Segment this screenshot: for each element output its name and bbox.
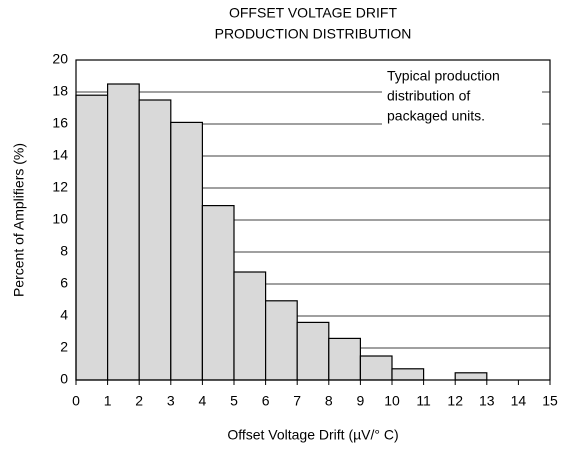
bar <box>454 372 488 381</box>
x-tick-label: 1 <box>104 393 112 409</box>
x-tick-label: 4 <box>199 393 207 409</box>
x-tick-label: 11 <box>416 393 431 409</box>
bar <box>328 337 361 381</box>
x-tick-label: 2 <box>135 393 143 409</box>
bar <box>201 205 235 381</box>
bar <box>138 99 172 381</box>
y-tick-label: 18 <box>52 83 68 99</box>
y-tick-label: 16 <box>52 115 68 131</box>
annotation: packaged units. <box>387 108 485 124</box>
bar <box>265 300 298 381</box>
x-tick-label: 13 <box>479 393 495 409</box>
y-tick-label: 4 <box>60 307 68 323</box>
bar <box>170 121 204 381</box>
bar <box>391 368 425 381</box>
x-tick-label: 9 <box>357 393 365 409</box>
x-tick-label: 6 <box>262 393 270 409</box>
x-tick-label: 7 <box>293 393 301 409</box>
x-tick-label: 15 <box>542 393 558 409</box>
x-tick-label: 8 <box>325 393 333 409</box>
chart-title: OFFSET VOLTAGE DRIFT <box>229 5 397 21</box>
bar <box>75 94 109 381</box>
x-tick-label: 3 <box>167 393 175 409</box>
chart-title: PRODUCTION DISTRIBUTION <box>215 26 412 42</box>
y-axis-label: Percent of Amplifiers (%) <box>11 143 27 297</box>
y-tick-label: 10 <box>52 211 68 227</box>
annotation-background <box>382 64 542 128</box>
y-tick-label: 12 <box>52 179 68 195</box>
y-tick-label: 8 <box>60 243 68 259</box>
x-tick-label: 12 <box>447 393 463 409</box>
y-tick-label: 20 <box>52 51 68 67</box>
bar <box>359 355 393 381</box>
y-tick-label: 0 <box>60 371 68 387</box>
x-axis-label: Offset Voltage Drift (µV/° C) <box>227 427 398 443</box>
annotation: distribution of <box>387 88 470 104</box>
x-tick-label: 10 <box>384 393 400 409</box>
y-tick-label: 6 <box>60 275 68 291</box>
bar <box>106 83 140 381</box>
y-tick-label: 2 <box>60 339 68 355</box>
x-tick-label: 0 <box>72 393 80 409</box>
bar <box>233 271 267 381</box>
plot-frame <box>75 59 551 381</box>
y-tick-label: 14 <box>52 147 68 163</box>
x-tick-label: 14 <box>511 393 527 409</box>
bar <box>296 321 330 381</box>
annotation: Typical production <box>387 68 500 84</box>
x-tick-label: 5 <box>230 393 238 409</box>
